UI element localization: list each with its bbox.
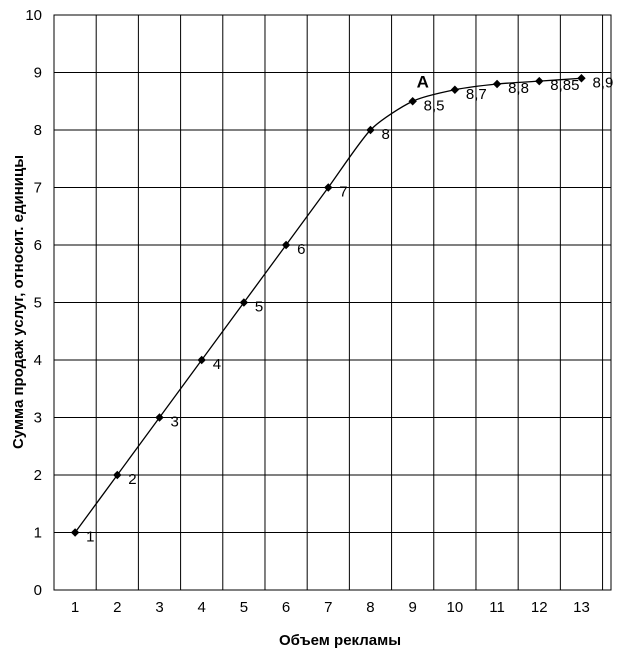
x-tick-label: 3 bbox=[155, 599, 163, 616]
data-point-marker bbox=[450, 85, 460, 94]
y-tick-label: 2 bbox=[34, 467, 42, 484]
data-label: 7 bbox=[339, 184, 347, 201]
data-point-marker bbox=[70, 528, 80, 537]
plot-frame bbox=[53, 14, 612, 591]
x-tick-label: 13 bbox=[573, 599, 590, 616]
x-tick-label: 6 bbox=[282, 599, 290, 616]
x-tick-label: 7 bbox=[324, 599, 332, 616]
data-label: 6 bbox=[297, 241, 305, 258]
data-point-marker bbox=[577, 74, 586, 83]
y-tick-label: 7 bbox=[34, 180, 42, 197]
data-point-marker bbox=[535, 76, 544, 86]
data-labels: 1 2 3 4 5 6 7 8 8,5 8,7 8,8 8,85 8,9 A bbox=[86, 72, 613, 545]
data-label: 1 bbox=[86, 529, 94, 546]
data-point-marker bbox=[408, 97, 417, 106]
x-tick-label: 1 bbox=[71, 599, 79, 616]
data-label: 8 bbox=[381, 126, 389, 143]
x-tick-label: 8 bbox=[366, 599, 374, 616]
series-path bbox=[74, 77, 582, 533]
data-label: 8,8 bbox=[508, 80, 529, 97]
data-point-marker bbox=[324, 183, 333, 192]
y-tick-label: 0 bbox=[34, 582, 42, 599]
y-tick-label: 10 bbox=[25, 7, 42, 24]
x-tick-label: 5 bbox=[240, 599, 248, 616]
data-point-marker bbox=[366, 125, 375, 135]
y-tick-label: 4 bbox=[34, 352, 42, 369]
y-tick-label: 3 bbox=[34, 410, 42, 427]
annotation-label: A bbox=[417, 72, 429, 91]
data-label: 3 bbox=[170, 414, 178, 431]
data-label: 8,85 bbox=[550, 77, 579, 94]
data-label: 8,7 bbox=[466, 86, 487, 103]
data-label: 8,9 bbox=[592, 74, 613, 91]
x-axis-title: Объем рекламы bbox=[279, 632, 401, 649]
data-point-marker bbox=[197, 355, 206, 365]
y-tick-label: 5 bbox=[34, 295, 42, 312]
data-label: 8,5 bbox=[424, 97, 445, 114]
data-point-marker bbox=[113, 470, 122, 480]
grid bbox=[53, 14, 612, 591]
data-label: 5 bbox=[255, 299, 263, 316]
x-tick-label: 9 bbox=[409, 599, 417, 616]
data-point-marker bbox=[239, 298, 249, 307]
data-label: 2 bbox=[128, 471, 136, 488]
y-tick-label: 8 bbox=[34, 122, 42, 139]
y-tick-label: 9 bbox=[34, 65, 42, 82]
y-axis-title: Сумма продаж услуг, относит. единицы bbox=[10, 155, 27, 449]
x-tick-label: 4 bbox=[198, 599, 206, 616]
y-tick-label: 6 bbox=[34, 237, 42, 254]
series-line bbox=[74, 77, 582, 533]
x-tick-label: 11 bbox=[489, 599, 505, 616]
data-point-marker bbox=[492, 79, 502, 89]
data-point-marker bbox=[281, 240, 291, 250]
data-points bbox=[70, 74, 586, 537]
y-tick-label: 1 bbox=[34, 525, 42, 542]
x-tick-label: 2 bbox=[113, 599, 121, 616]
x-tick-label: 12 bbox=[531, 599, 548, 616]
x-tick-label: 10 bbox=[447, 599, 464, 616]
data-point-marker bbox=[155, 413, 164, 422]
data-label: 4 bbox=[213, 356, 221, 373]
